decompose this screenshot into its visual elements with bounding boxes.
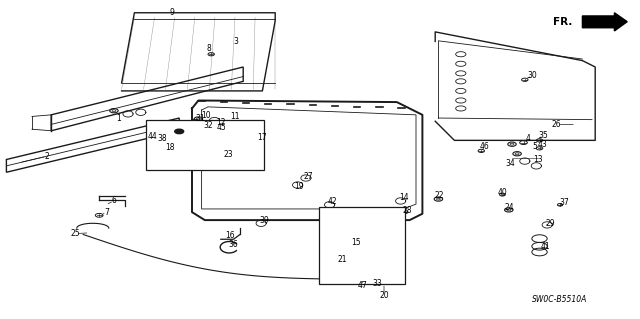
FancyBboxPatch shape: [319, 207, 405, 284]
Text: 14: 14: [399, 193, 410, 202]
Text: 31: 31: [195, 114, 205, 123]
Text: 38: 38: [157, 134, 167, 143]
Text: FR.: FR.: [554, 17, 573, 27]
Text: 7: 7: [104, 208, 109, 217]
Text: SW0C-B5510A: SW0C-B5510A: [532, 295, 588, 304]
Text: 35: 35: [538, 131, 548, 140]
Text: 2: 2: [44, 152, 49, 161]
Text: 46: 46: [479, 142, 490, 151]
Text: 9: 9: [169, 8, 174, 17]
Text: 42: 42: [328, 197, 338, 206]
Text: 8: 8: [206, 44, 211, 53]
Text: 44: 44: [147, 132, 157, 141]
FancyBboxPatch shape: [146, 120, 264, 170]
Text: 12: 12: [217, 118, 226, 127]
Text: 5: 5: [532, 142, 538, 151]
Text: 13: 13: [532, 155, 543, 164]
Text: 34: 34: [505, 159, 515, 168]
Text: 6: 6: [111, 197, 116, 205]
Text: 3: 3: [233, 37, 238, 46]
Text: 47: 47: [357, 281, 367, 290]
Text: 16: 16: [225, 231, 236, 240]
Text: 27: 27: [303, 172, 313, 181]
Text: 22: 22: [435, 191, 444, 200]
Text: 37: 37: [559, 198, 570, 207]
Text: 10: 10: [201, 111, 211, 120]
Text: 33: 33: [372, 279, 383, 288]
Text: 17: 17: [257, 133, 268, 142]
Text: 28: 28: [403, 206, 412, 215]
Circle shape: [175, 129, 184, 134]
Text: 41: 41: [540, 242, 550, 251]
Text: 21: 21: [338, 256, 347, 264]
Text: 40: 40: [497, 188, 508, 197]
Text: 39: 39: [259, 216, 269, 225]
Text: 11: 11: [230, 112, 239, 121]
Text: 18: 18: [166, 143, 175, 152]
Text: 32: 32: [203, 121, 213, 130]
Text: 26: 26: [552, 120, 562, 129]
Text: 4: 4: [525, 134, 531, 143]
Text: 19: 19: [294, 182, 304, 191]
Text: 15: 15: [351, 238, 362, 247]
Text: 43: 43: [537, 140, 547, 149]
Text: 1: 1: [116, 114, 121, 122]
Text: 45: 45: [216, 123, 227, 132]
Text: 20: 20: [379, 291, 389, 300]
Text: 24: 24: [504, 204, 515, 212]
Text: 29: 29: [545, 219, 556, 228]
Text: 30: 30: [527, 71, 538, 80]
Text: 25: 25: [70, 229, 81, 238]
Polygon shape: [582, 13, 627, 31]
Text: 23: 23: [223, 150, 233, 159]
Text: 36: 36: [228, 241, 239, 249]
